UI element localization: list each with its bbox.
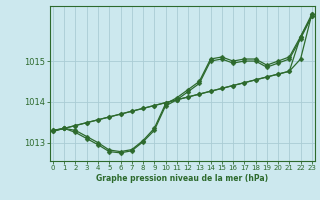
X-axis label: Graphe pression niveau de la mer (hPa): Graphe pression niveau de la mer (hPa): [96, 174, 268, 183]
